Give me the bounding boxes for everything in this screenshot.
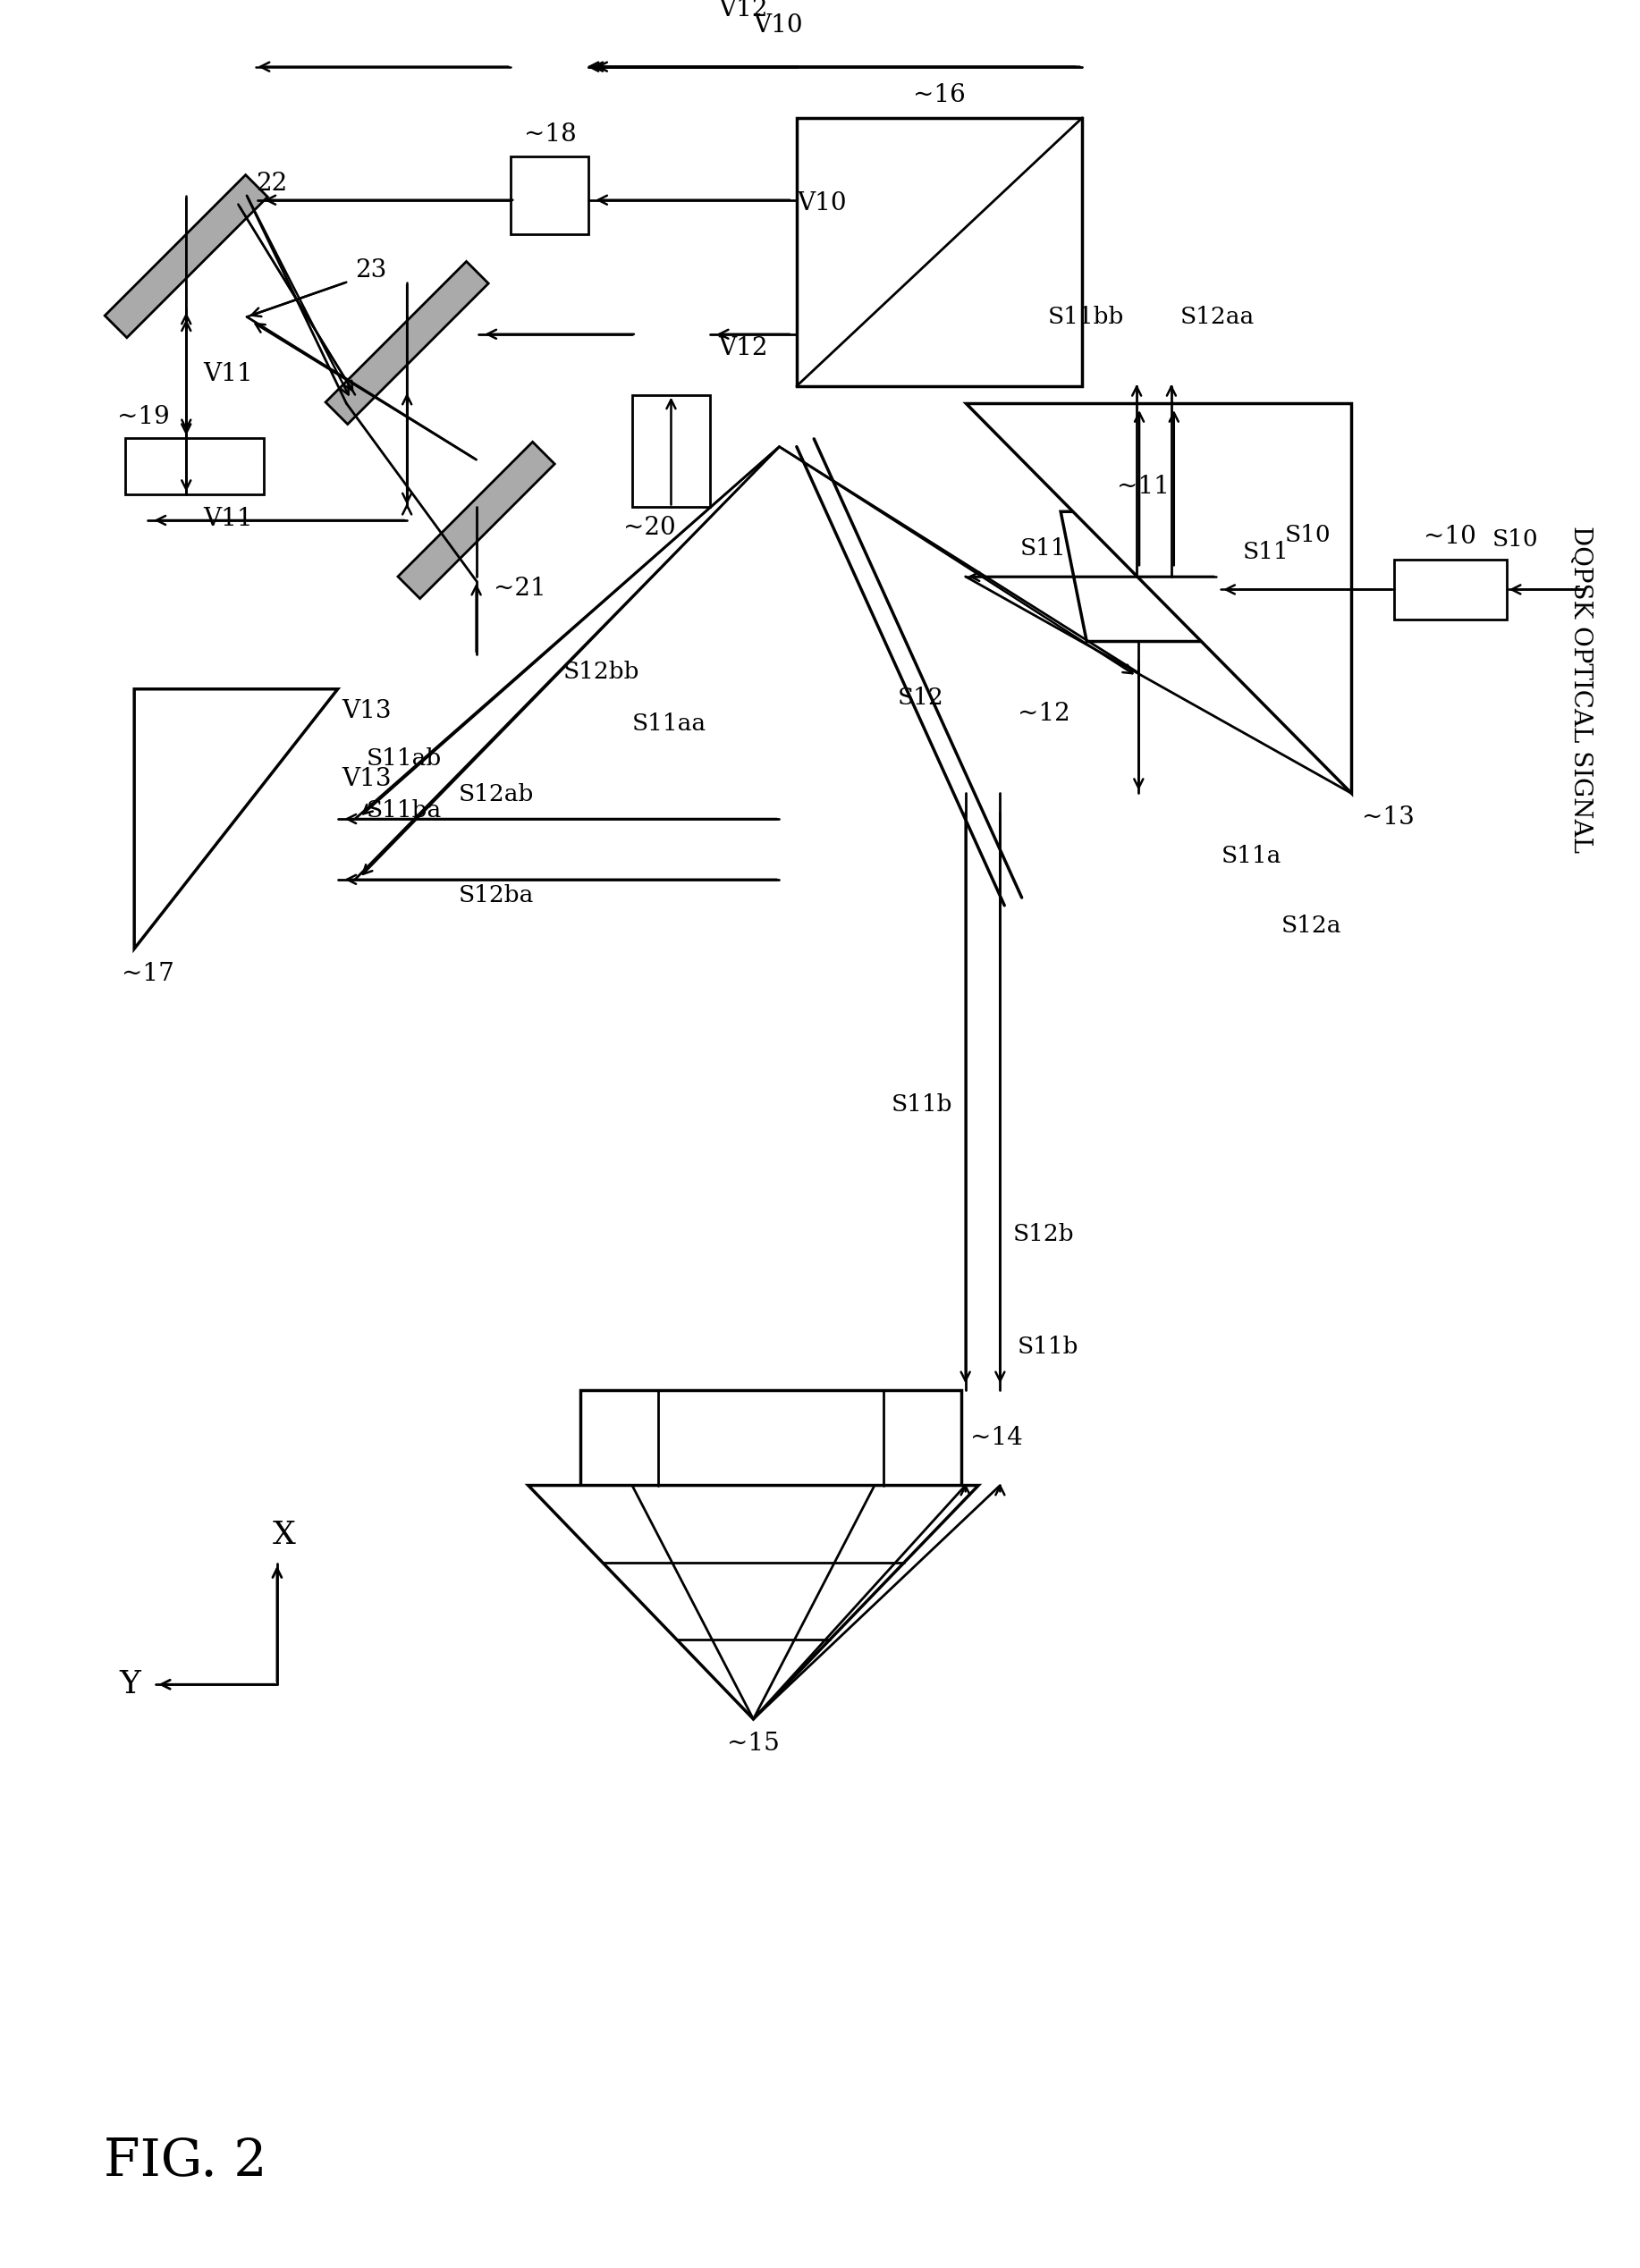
Text: S12a: S12a [1281,914,1342,937]
Text: 22: 22 [256,172,287,195]
Polygon shape [1061,513,1217,642]
Text: S11ab: S11ab [366,746,441,769]
Text: DQPSK OPTICAL SIGNAL: DQPSK OPTICAL SIGNAL [1568,526,1592,853]
Polygon shape [105,175,267,338]
Bar [797,118,1082,386]
Text: V11: V11 [203,508,253,531]
Text: S11: S11 [1243,542,1289,562]
Text: S10: S10 [1284,524,1330,547]
Text: X: X [272,1520,295,1551]
Text: FIG. 2: FIG. 2 [103,2136,267,2186]
Polygon shape [966,404,1351,794]
Text: Y: Y [120,1669,141,1699]
Text: ~12: ~12 [1017,703,1069,726]
Text: ~15: ~15 [727,1733,779,1755]
Bar [1394,560,1507,619]
Text: ~14: ~14 [969,1427,1022,1449]
Polygon shape [528,1486,979,1719]
Text: V10: V10 [753,14,804,36]
Text: S12ba: S12ba [459,885,535,907]
Text: ~17: ~17 [121,962,174,987]
Text: V12: V12 [718,336,768,361]
Text: S12b: S12b [1014,1222,1074,1245]
Text: V13: V13 [343,699,392,723]
Text: S12: S12 [897,687,943,710]
Text: ~10: ~10 [1424,524,1476,549]
Text: S11b: S11b [1017,1336,1079,1359]
Text: 23: 23 [354,259,387,281]
Text: ~21: ~21 [494,576,546,601]
Text: S12bb: S12bb [563,660,640,683]
Text: S11bb: S11bb [1048,306,1123,329]
Text: S11: S11 [1020,538,1066,560]
Text: ~18: ~18 [523,122,576,147]
Text: ~13: ~13 [1361,805,1415,830]
Text: S11ba: S11ba [366,798,441,821]
Text: V13: V13 [343,767,392,792]
Text: S12ab: S12ab [459,782,535,805]
Text: S11aa: S11aa [631,712,707,735]
Bar [581,1390,961,1486]
Text: S11b: S11b [891,1093,953,1116]
Bar [631,395,710,508]
Bar [126,438,264,494]
Text: V10: V10 [797,191,846,215]
Text: V11: V11 [203,363,253,386]
Text: ~16: ~16 [913,84,966,107]
Text: V12: V12 [718,0,768,20]
Text: ~19: ~19 [116,406,169,429]
Text: S11a: S11a [1220,846,1281,866]
Polygon shape [399,442,554,599]
Polygon shape [134,689,338,948]
Text: ~11: ~11 [1117,474,1169,499]
Text: S10: S10 [1492,528,1538,551]
Text: S12aa: S12aa [1181,306,1255,329]
Bar [512,156,589,234]
Text: ~20: ~20 [623,515,676,540]
Polygon shape [326,261,489,424]
